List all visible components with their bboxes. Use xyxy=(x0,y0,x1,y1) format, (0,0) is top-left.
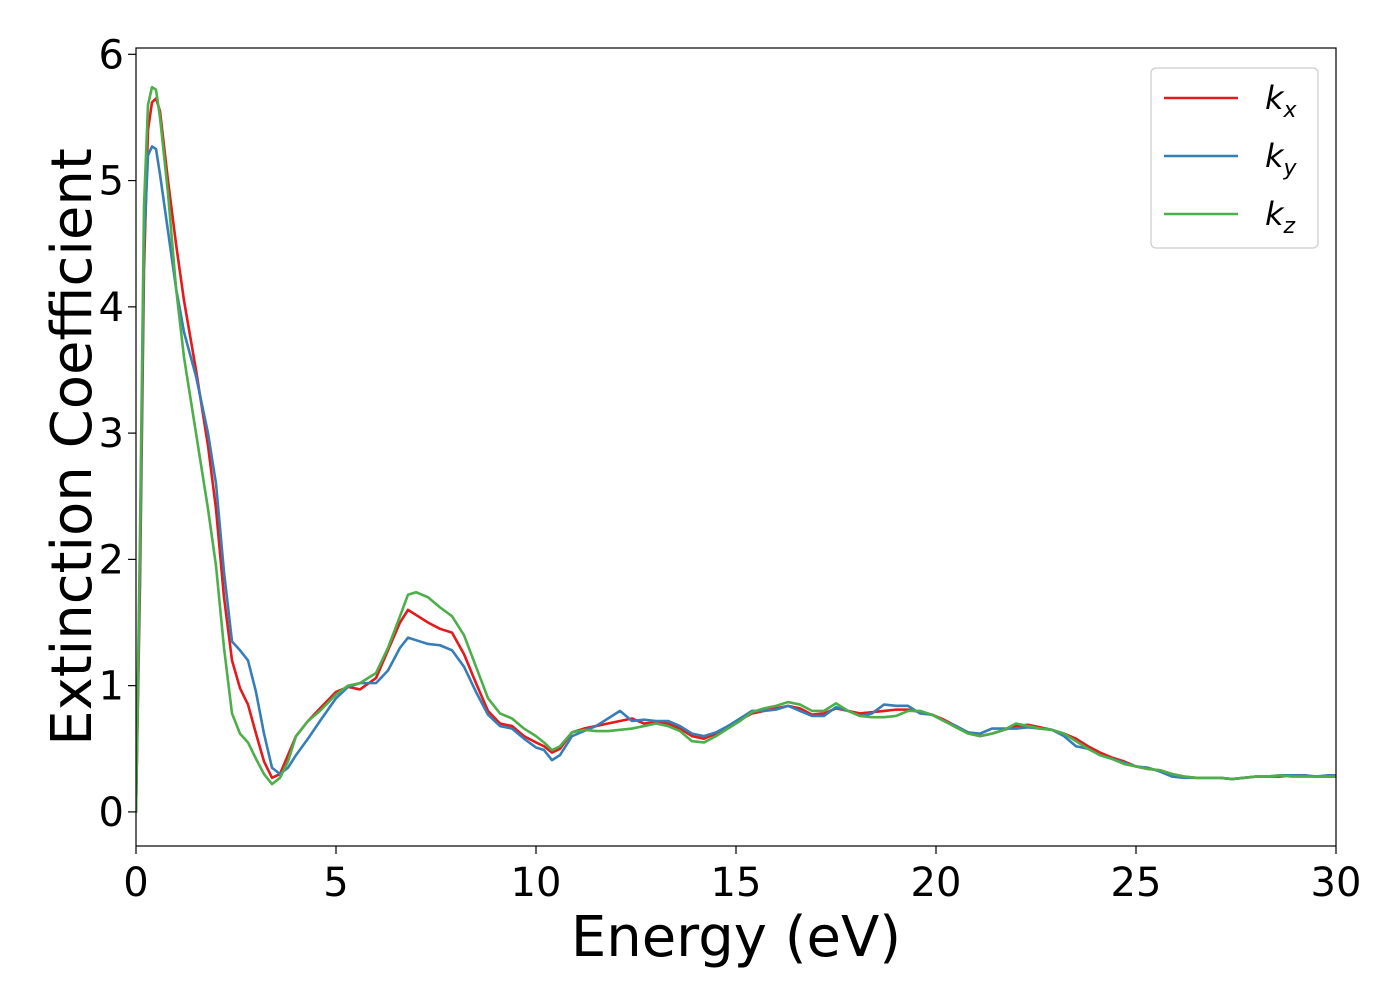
y-axis: 0 1 2 3 4 5 6 xyxy=(99,32,136,836)
legend-box xyxy=(1150,67,1319,249)
x-axis-label: Energy (eV) xyxy=(571,905,901,970)
x-tick-label: 20 xyxy=(911,860,962,906)
x-tick-label: 25 xyxy=(1111,860,1162,906)
y-tick-label: 1 xyxy=(99,664,124,710)
y-tick-label: 4 xyxy=(99,285,124,331)
y-tick-label: 0 xyxy=(99,790,124,836)
x-tick-label: 10 xyxy=(511,860,562,906)
x-tick-label: 5 xyxy=(323,860,348,906)
x-tick-label: 30 xyxy=(1311,860,1362,906)
y-tick-label: 6 xyxy=(99,32,124,78)
series-line-k-z xyxy=(136,85,1336,814)
y-tick-label: 2 xyxy=(99,537,124,583)
y-tick-label: 3 xyxy=(99,411,124,457)
x-tick-label: 15 xyxy=(711,860,762,906)
series-layer xyxy=(136,85,1336,814)
x-axis: 0 5 10 15 20 25 30 xyxy=(123,846,1361,906)
x-tick-label: 0 xyxy=(123,860,148,906)
y-axis-label: Extinction Coefficient xyxy=(40,148,105,746)
y-tick-label: 5 xyxy=(99,159,124,205)
